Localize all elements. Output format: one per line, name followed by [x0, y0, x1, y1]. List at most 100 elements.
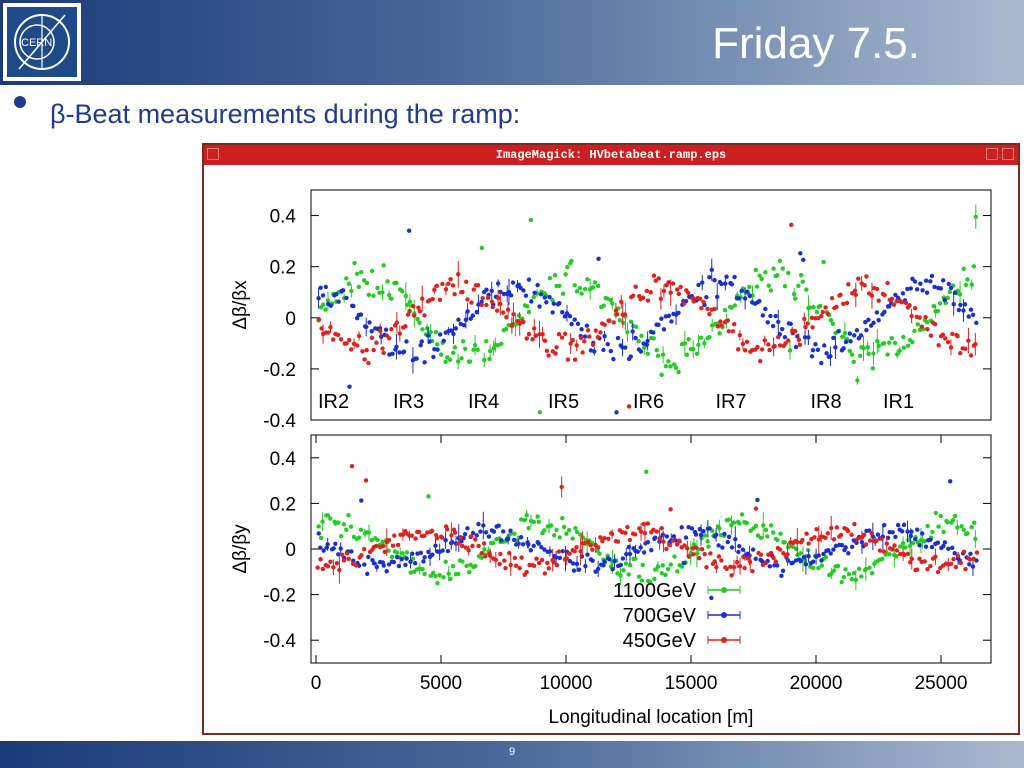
data-point-700GeV: [496, 523, 501, 528]
data-point-1100GeV: [564, 531, 569, 536]
data-point-450GeV: [849, 532, 854, 537]
data-point-1100GeV: [633, 324, 639, 329]
data-point-450GeV: [460, 289, 465, 295]
data-point-700GeV: [338, 546, 343, 551]
data-point-450GeV: [804, 531, 809, 536]
data-point-1100GeV: [798, 551, 803, 556]
data-point-700GeV: [610, 566, 615, 572]
data-point-450GeV: [390, 543, 396, 548]
data-point-700GeV: [726, 534, 732, 539]
data-point-450GeV: [519, 555, 524, 560]
data-point-700GeV: [689, 526, 695, 531]
data-point-450GeV: [369, 335, 375, 340]
data-point-450GeV: [602, 535, 607, 541]
data-point-450GeV: [526, 331, 532, 337]
data-point-1100GeV: [972, 520, 977, 525]
data-point-450GeV: [595, 334, 601, 340]
data-point-450GeV: [626, 404, 632, 409]
data-point-700GeV: [383, 327, 389, 332]
cern-logo-icon: CERN: [14, 14, 70, 70]
y-axis-label: Δβ/βx: [230, 280, 251, 330]
data-point-450GeV: [806, 541, 811, 546]
data-point-450GeV: [387, 336, 392, 341]
window-title-bar[interactable]: ImageMagick: HVbetabeat.ramp.eps: [204, 145, 1018, 165]
data-point-450GeV: [540, 331, 545, 337]
data-point-450GeV: [348, 347, 354, 352]
data-point-1100GeV: [790, 544, 796, 550]
data-point-450GeV: [416, 305, 421, 310]
data-point-700GeV: [755, 497, 760, 503]
data-point-1100GeV: [758, 535, 764, 541]
data-point-700GeV: [968, 551, 973, 556]
data-point-700GeV: [528, 548, 534, 553]
window-menu-button[interactable]: [207, 148, 219, 160]
data-point-700GeV: [506, 289, 512, 295]
slide-title: Friday 7.5.: [712, 19, 920, 68]
data-point-700GeV: [723, 281, 728, 286]
data-point-1100GeV: [660, 563, 665, 568]
data-point-450GeV: [582, 339, 587, 344]
data-point-450GeV: [719, 323, 724, 328]
data-point-700GeV: [508, 528, 513, 533]
data-point-1100GeV: [348, 524, 354, 529]
data-point-700GeV: [575, 321, 581, 327]
data-point-700GeV: [951, 301, 956, 307]
data-point-700GeV: [547, 294, 552, 300]
data-point-700GeV: [318, 285, 323, 290]
data-point-450GeV: [958, 560, 963, 566]
data-point-450GeV: [602, 322, 607, 327]
data-point-450GeV: [568, 341, 573, 346]
data-point-1100GeV: [900, 541, 906, 546]
data-point-700GeV: [671, 534, 677, 539]
data-point-450GeV: [737, 564, 743, 569]
data-point-1100GeV: [863, 566, 869, 572]
data-point-1100GeV: [621, 320, 626, 326]
data-point-700GeV: [966, 314, 971, 319]
data-point-1100GeV: [925, 523, 930, 529]
data-point-1100GeV: [526, 525, 531, 531]
x-tick-label: 5000: [420, 673, 462, 694]
data-point-1100GeV: [659, 570, 664, 576]
data-point-450GeV: [702, 551, 707, 557]
data-point-450GeV: [823, 535, 828, 541]
data-point-450GeV: [899, 300, 905, 305]
data-point-1100GeV: [952, 513, 958, 519]
window-minimize-button[interactable]: [986, 148, 998, 160]
data-point-450GeV: [556, 332, 562, 337]
data-point-700GeV: [854, 540, 859, 545]
window-maximize-button[interactable]: [1002, 148, 1014, 160]
data-point-450GeV: [363, 478, 369, 483]
slide-footer: 9: [0, 741, 1024, 768]
data-point-450GeV: [759, 347, 765, 352]
data-point-700GeV: [736, 549, 741, 555]
data-point-700GeV: [344, 295, 349, 301]
data-point-450GeV: [341, 558, 347, 563]
data-point-700GeV: [773, 313, 778, 319]
data-point-700GeV: [445, 548, 451, 554]
data-point-700GeV: [362, 562, 367, 567]
data-point-700GeV: [435, 347, 440, 352]
data-point-700GeV: [701, 528, 706, 534]
data-point-700GeV: [974, 320, 979, 326]
data-point-1100GeV: [753, 267, 758, 273]
data-point-700GeV: [535, 282, 540, 288]
data-point-450GeV: [712, 559, 717, 564]
data-point-450GeV: [539, 557, 545, 563]
data-point-1100GeV: [880, 556, 885, 562]
data-point-700GeV: [520, 542, 526, 547]
data-point-1100GeV: [947, 289, 953, 295]
data-point-1100GeV: [659, 372, 664, 378]
data-point-1100GeV: [610, 301, 615, 306]
data-point-450GeV: [443, 287, 449, 292]
data-point-1100GeV: [585, 277, 590, 282]
data-point-700GeV: [448, 328, 454, 333]
data-point-450GeV: [465, 297, 470, 302]
data-point-450GeV: [691, 552, 696, 557]
data-point-450GeV: [657, 536, 662, 541]
data-point-450GeV: [554, 345, 559, 350]
data-point-450GeV: [707, 311, 712, 317]
data-point-450GeV: [674, 542, 680, 547]
data-point-1100GeV: [969, 524, 974, 530]
data-point-700GeV: [572, 317, 577, 322]
data-point-1100GeV: [463, 346, 468, 352]
